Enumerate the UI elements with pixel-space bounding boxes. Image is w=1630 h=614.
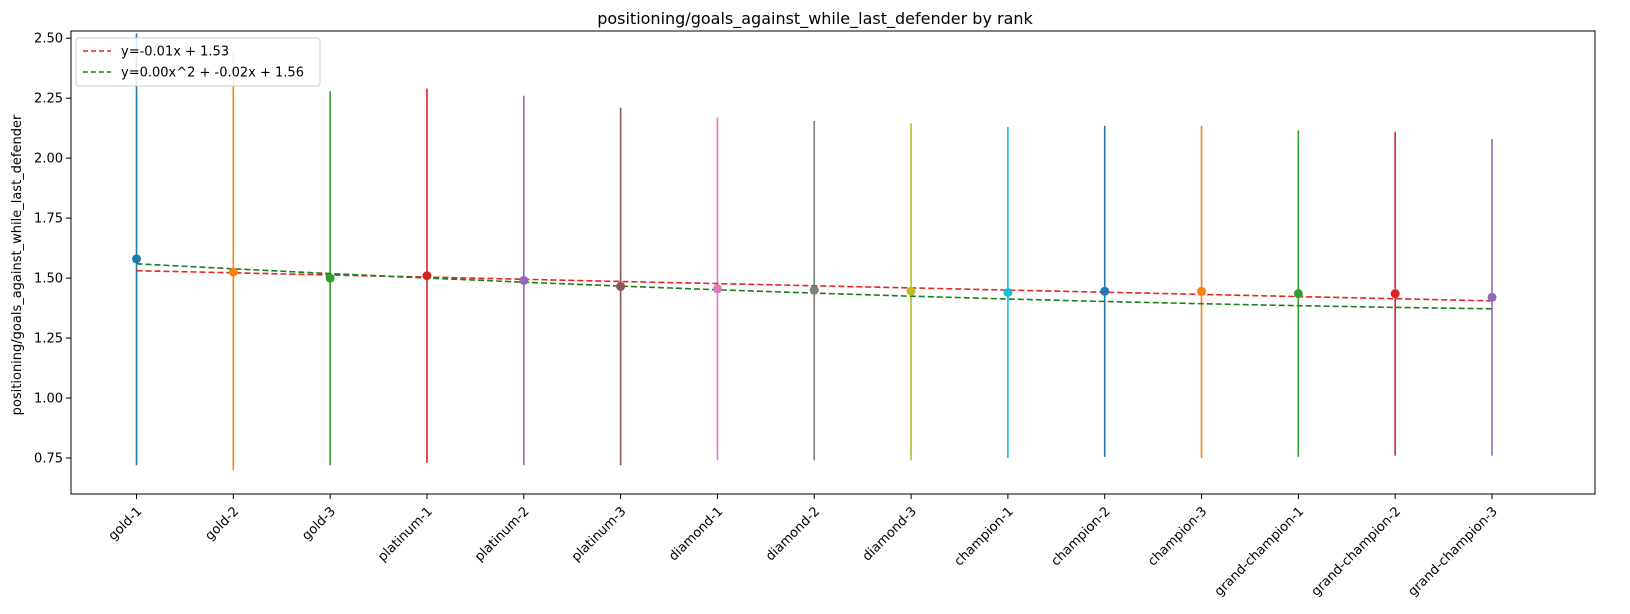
y-tick-label: 0.75 (34, 452, 63, 467)
data-point (422, 271, 432, 281)
y-tick-label: 2.50 (34, 32, 63, 47)
plot-frame (70, 30, 1596, 495)
legend: y=-0.01x + 1.53 y=0.00x^2 + -0.02x + 1.5… (75, 37, 321, 87)
x-tick-label: grand-champion-3 (1406, 504, 1501, 599)
x-tick-label: diamond-2 (763, 504, 823, 564)
data-point (1100, 286, 1110, 296)
x-tick-label: diamond-1 (666, 504, 726, 564)
y-tick-label: 2.00 (34, 152, 63, 167)
data-point (1003, 287, 1013, 297)
data-point (1487, 292, 1497, 302)
data-point (228, 267, 238, 277)
x-tick-label: gold-3 (299, 504, 339, 544)
data-point (519, 275, 529, 285)
chart-title: positioning/goals_against_while_last_def… (597, 9, 1033, 29)
x-tick-label: grand-champion-2 (1309, 504, 1404, 599)
data-point (809, 285, 819, 295)
x-tick-label: diamond-3 (860, 504, 920, 564)
x-tick-label: gold-2 (203, 504, 243, 544)
x-tick-label: platinum-1 (375, 504, 436, 565)
legend-label-linear-fit: y=-0.01x + 1.53 (121, 45, 229, 60)
x-tick-label: grand-champion-1 (1212, 504, 1307, 599)
x-tick-label: champion-3 (1145, 504, 1210, 569)
y-axis-label: positioning/goals_against_while_last_def… (10, 114, 25, 415)
data-point (616, 281, 626, 291)
legend-box (75, 37, 321, 87)
data-point (325, 273, 335, 283)
y-tick-label: 1.25 (34, 332, 63, 347)
data-point (132, 254, 141, 264)
y-tick-label: 1.00 (34, 392, 63, 407)
y-tick-label: 1.50 (34, 272, 63, 287)
data-point (712, 284, 722, 294)
legend-label-quadratic-fit: y=0.00x^2 + -0.02x + 1.56 (121, 66, 304, 81)
data-point (1293, 289, 1303, 299)
x-tick-label: champion-1 (952, 504, 1017, 569)
data-point (1197, 286, 1207, 296)
data-point (1390, 289, 1400, 299)
y-tick-label: 2.25 (34, 92, 63, 107)
data-point (906, 286, 916, 296)
plot-area: 0.75 1.00 1.25 1.50 1.75 2.00 2.25 2.50 gold-1 go… (34, 32, 1501, 600)
x-tick-label: platinum-3 (569, 504, 630, 565)
x-tick-label: champion-2 (1048, 504, 1113, 569)
y-tick-label: 1.75 (34, 212, 63, 227)
x-tick-label: gold-1 (106, 504, 146, 544)
x-tick-label: platinum-2 (472, 504, 533, 565)
